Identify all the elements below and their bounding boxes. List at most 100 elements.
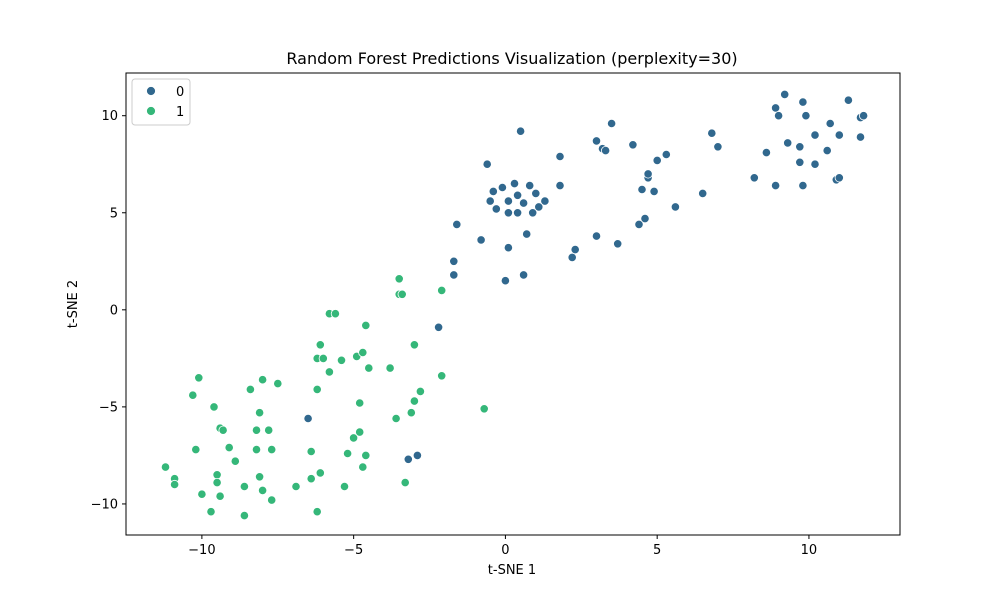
point-series-1-15 — [230, 456, 240, 466]
point-series-0-12 — [497, 182, 507, 193]
y-tick-label: 5 — [110, 206, 118, 221]
point-series-0-74 — [858, 111, 869, 121]
point-series-1-5 — [194, 373, 204, 383]
point-series-0-44 — [643, 169, 653, 179]
point-series-1-4 — [191, 444, 201, 455]
legend: 0 1 — [131, 78, 191, 126]
point-series-1-59 — [406, 408, 416, 418]
point-series-0-40 — [634, 219, 644, 229]
point-series-1-9 — [212, 470, 222, 480]
point-series-0-70 — [834, 130, 844, 140]
point-series-1-19 — [251, 425, 262, 435]
point-series-0-48 — [670, 202, 681, 212]
point-series-0-51 — [713, 142, 723, 152]
point-series-0-15 — [503, 196, 513, 206]
point-series-1-41 — [336, 355, 347, 365]
point-series-1-46 — [355, 398, 365, 408]
point-series-1-35 — [315, 468, 325, 478]
point-series-0-58 — [783, 138, 793, 148]
point-series-0-72 — [855, 132, 866, 142]
point-series-1-24 — [257, 485, 268, 495]
point-series-0-2 — [412, 450, 422, 460]
point-series-0-8 — [482, 159, 492, 169]
point-series-0-69 — [834, 173, 844, 183]
point-series-1-13 — [218, 425, 228, 435]
point-series-0-14 — [503, 243, 513, 253]
point-series-1-8 — [209, 402, 219, 412]
point-series-0-59 — [795, 142, 805, 152]
point-series-0-61 — [798, 181, 808, 191]
point-series-0-62 — [798, 97, 808, 107]
point-series-0-30 — [555, 151, 565, 162]
x-tick-label: 10 — [801, 543, 818, 558]
point-series-0-49 — [698, 188, 708, 198]
point-series-1-42 — [339, 481, 350, 492]
points-layer — [160, 89, 869, 521]
point-series-0-29 — [555, 181, 565, 191]
point-series-0-45 — [649, 186, 659, 196]
point-series-0-39 — [628, 140, 638, 150]
point-series-0-24 — [525, 181, 535, 191]
point-series-0-64 — [810, 159, 820, 169]
point-series-1-52 — [364, 363, 374, 373]
point-series-1-38 — [324, 367, 334, 377]
point-series-1-28 — [273, 378, 283, 389]
point-series-0-65 — [810, 130, 820, 140]
point-series-0-16 — [503, 208, 513, 218]
point-series-1-44 — [348, 433, 359, 443]
point-series-0-3 — [433, 322, 444, 332]
point-series-0-66 — [822, 146, 832, 156]
point-series-1-60 — [409, 396, 419, 406]
point-series-1-21 — [255, 408, 265, 418]
point-series-1-23 — [257, 375, 268, 385]
point-series-0-1 — [403, 454, 413, 464]
point-series-0-71 — [843, 95, 854, 105]
point-series-1-20 — [251, 444, 262, 455]
legend-marker-0 — [146, 86, 156, 96]
x-axis-label: t-SNE 1 — [488, 563, 536, 578]
point-series-1-64 — [437, 371, 447, 381]
point-series-1-26 — [267, 444, 277, 455]
point-series-1-27 — [267, 495, 277, 505]
x-tick-label: −10 — [188, 543, 215, 558]
point-series-1-57 — [397, 289, 407, 299]
point-series-0-19 — [512, 190, 523, 200]
point-series-0-53 — [761, 148, 772, 158]
x-tick-label: 0 — [501, 543, 509, 558]
point-series-0-7 — [476, 235, 486, 245]
chart-title: Random Forest Predictions Visualization … — [286, 49, 737, 68]
y-tick-label: −10 — [91, 497, 118, 512]
point-series-0-13 — [500, 276, 510, 286]
point-series-0-17 — [509, 179, 520, 189]
point-series-0-55 — [770, 103, 781, 113]
point-series-1-0 — [160, 462, 171, 472]
point-series-0-9 — [485, 196, 495, 206]
point-series-0-57 — [780, 89, 790, 100]
point-series-1-32 — [312, 507, 322, 517]
point-series-0-32 — [570, 245, 580, 255]
point-series-1-61 — [409, 340, 419, 350]
legend-label-1: 1 — [176, 105, 184, 120]
point-series-1-43 — [342, 448, 353, 459]
point-series-0-10 — [488, 186, 498, 196]
point-series-1-47 — [355, 427, 365, 437]
point-series-1-25 — [264, 425, 274, 435]
point-series-1-53 — [385, 363, 395, 373]
point-series-1-11 — [215, 491, 225, 501]
point-series-0-6 — [452, 219, 462, 229]
point-series-0-33 — [591, 231, 602, 241]
y-tick-label: 10 — [101, 109, 118, 124]
point-series-1-65 — [479, 404, 489, 414]
point-series-0-21 — [518, 270, 529, 280]
point-series-1-3 — [188, 390, 198, 400]
point-series-1-30 — [306, 446, 316, 457]
point-series-0-46 — [652, 155, 662, 165]
point-series-0-38 — [613, 239, 623, 249]
point-series-0-56 — [773, 111, 784, 121]
point-series-0-47 — [661, 149, 671, 160]
point-series-0-37 — [606, 118, 617, 129]
point-series-0-4 — [449, 270, 459, 280]
point-series-1-55 — [394, 274, 404, 284]
x-tick-label: 5 — [653, 543, 661, 558]
